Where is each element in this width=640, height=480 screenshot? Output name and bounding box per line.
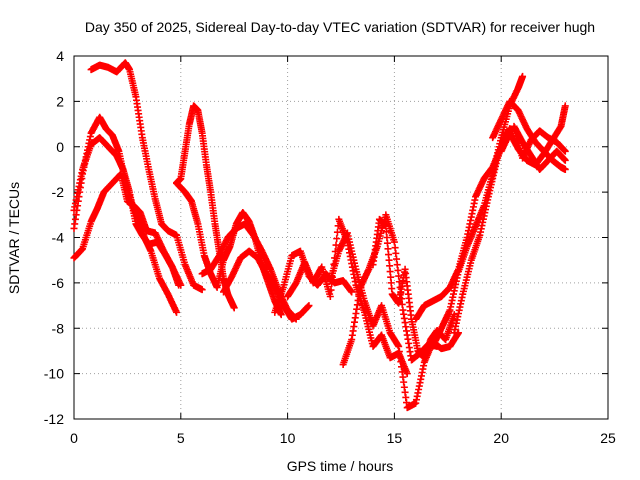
data-point bbox=[333, 235, 341, 243]
y-tick-label: -12 bbox=[44, 411, 64, 427]
y-tick-label: -4 bbox=[52, 230, 65, 246]
data-point bbox=[561, 147, 569, 155]
chart-title: Day 350 of 2025, Sidereal Day-to-day VTE… bbox=[85, 19, 595, 35]
data-point bbox=[519, 72, 527, 80]
y-tick-label: -6 bbox=[52, 275, 65, 291]
data-point bbox=[175, 281, 183, 289]
data-points bbox=[70, 59, 569, 412]
x-axis-label: GPS time / hours bbox=[287, 458, 394, 474]
y-tick-label: 2 bbox=[56, 93, 64, 109]
series-13 bbox=[369, 215, 458, 362]
data-point bbox=[230, 304, 238, 312]
series-4 bbox=[87, 59, 206, 294]
series-2 bbox=[70, 134, 185, 289]
series-19 bbox=[510, 122, 569, 173]
data-point bbox=[305, 302, 313, 310]
series-18 bbox=[497, 102, 569, 169]
data-point bbox=[561, 165, 569, 173]
data-point bbox=[348, 288, 356, 296]
data-point bbox=[450, 311, 458, 319]
axis-tick-labels: 0 5 10 15 20 25 -12 -10 -8 -6 -4 -2 0 2 4 bbox=[44, 48, 616, 446]
y-axis-label: SDTVAR / TECUs bbox=[6, 182, 22, 294]
y-tick-label: 4 bbox=[56, 48, 64, 64]
data-point bbox=[173, 308, 181, 316]
x-tick-label: 10 bbox=[280, 430, 296, 446]
data-point bbox=[277, 311, 285, 319]
series-15 bbox=[429, 72, 527, 350]
x-tick-label: 25 bbox=[600, 430, 616, 446]
axis-ticks bbox=[73, 55, 609, 420]
x-tick-label: 5 bbox=[177, 430, 185, 446]
data-point bbox=[561, 102, 569, 110]
y-tick-label: -10 bbox=[44, 366, 64, 382]
series-3 bbox=[70, 170, 183, 289]
data-point bbox=[561, 156, 569, 164]
y-tick-label: 0 bbox=[56, 139, 64, 155]
y-tick-label: -8 bbox=[52, 320, 65, 336]
series-11 bbox=[326, 229, 462, 412]
data-point bbox=[198, 286, 206, 294]
x-tick-label: 20 bbox=[493, 430, 509, 446]
x-tick-label: 0 bbox=[70, 430, 78, 446]
y-tick-label: -2 bbox=[52, 184, 65, 200]
data-point bbox=[326, 292, 334, 300]
data-point bbox=[327, 286, 335, 294]
x-tick-label: 15 bbox=[387, 430, 403, 446]
series-1 bbox=[70, 113, 181, 316]
data-point bbox=[333, 228, 341, 236]
data-point bbox=[403, 370, 411, 378]
